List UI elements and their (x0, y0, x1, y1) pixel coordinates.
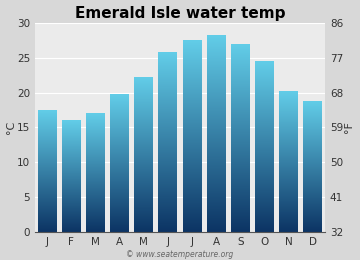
Y-axis label: °F: °F (345, 121, 355, 133)
Title: Emerald Isle water temp: Emerald Isle water temp (75, 5, 285, 21)
Y-axis label: °C: °C (5, 121, 15, 134)
Text: © www.seatemperature.org: © www.seatemperature.org (126, 250, 234, 259)
